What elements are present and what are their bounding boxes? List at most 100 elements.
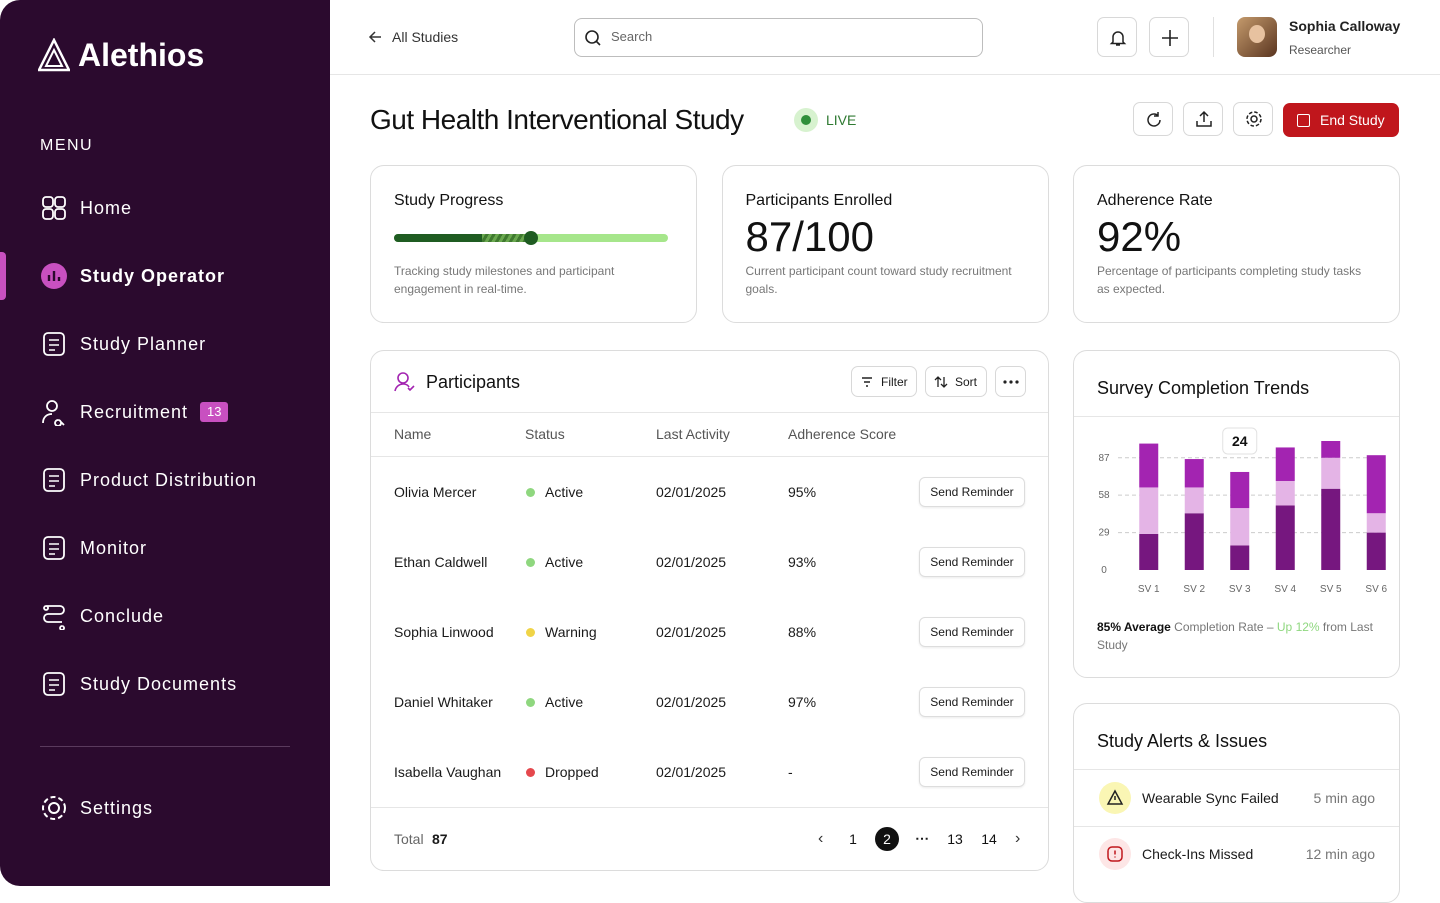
nav-item[interactable]: Recruitment: [80, 402, 189, 422]
icon-shape: [47, 271, 61, 281]
nav-icon: [42, 196, 66, 220]
header-divider: [330, 74, 1440, 75]
bar-segment: [1230, 508, 1250, 546]
card-description: Current participant count toward study r…: [745, 264, 1012, 296]
nav-badge: 13: [200, 402, 229, 422]
card-title: Adherence Rate: [1097, 192, 1213, 209]
bar-segment: [1184, 459, 1204, 488]
nav-item[interactable]: Study Operator: [80, 266, 226, 286]
alert-time: 5 min ago: [1313, 790, 1375, 806]
icon-shape: [49, 475, 59, 487]
notifications-button[interactable]: [1097, 17, 1137, 57]
bar-segment: [1275, 447, 1295, 481]
send-reminder-label: Send Reminder: [930, 485, 1014, 499]
participant-status: Active: [545, 484, 584, 500]
nav-icon: [43, 605, 65, 630]
bar-segment: [1275, 480, 1295, 506]
participant-name: Olivia Mercer: [394, 484, 477, 500]
participant-name: Ethan Caldwell: [394, 554, 488, 570]
adherence-score: 97%: [788, 694, 817, 710]
send-reminder-button[interactable]: Send Reminder: [919, 687, 1025, 717]
adherence-score: 93%: [788, 554, 817, 570]
participant-status: Warning: [545, 624, 597, 640]
study-title: Gut Health Interventional Study: [370, 104, 744, 135]
icon-shape: [54, 196, 66, 208]
page-number[interactable]: 13: [947, 831, 963, 847]
nav-settings[interactable]: Settings: [80, 798, 154, 818]
card-value: 87/100: [745, 213, 874, 260]
next-page[interactable]: ›: [1015, 830, 1021, 847]
more-button[interactable]: [995, 366, 1026, 397]
last-activity: 02/01/2025: [656, 554, 727, 570]
refresh-button[interactable]: [1133, 102, 1173, 136]
alerts-panel: Study Alerts & Issues Wearable Sync Fail…: [1073, 703, 1400, 903]
bar-segment: [1321, 457, 1341, 489]
column-header: Status: [525, 426, 565, 442]
current-page[interactable]: 2: [883, 831, 891, 847]
page-number[interactable]: 1: [849, 831, 857, 847]
nav-icon: [43, 332, 65, 356]
adherence-score: -: [788, 764, 793, 780]
sort-button[interactable]: Sort: [925, 366, 987, 397]
last-activity: 02/01/2025: [656, 764, 727, 780]
search-box[interactable]: Search: [574, 18, 983, 57]
participants-panel: Participants Filter Sort Name Status Last …: [370, 350, 1049, 871]
end-study-button[interactable]: End Study: [1283, 103, 1399, 137]
page-ellipsis[interactable]: ⋯: [915, 830, 929, 846]
settings-button[interactable]: [1233, 102, 1273, 136]
nav-item[interactable]: Conclude: [80, 606, 165, 626]
card-value: 92%: [1097, 213, 1182, 260]
x-tick-label: SV 1: [1138, 584, 1160, 595]
logo-icon: [38, 38, 70, 72]
card-description: Tracking study milestones and participan…: [394, 264, 615, 296]
export-button[interactable]: [1183, 102, 1223, 136]
nav-item[interactable]: Product Distribution: [80, 470, 258, 490]
divider: [1074, 826, 1399, 827]
user-role: Researcher: [1289, 43, 1352, 57]
send-reminder-button[interactable]: Send Reminder: [919, 547, 1025, 577]
nav-item[interactable]: Home: [80, 198, 133, 218]
live-status: LIVE: [826, 112, 857, 128]
prev-page[interactable]: ‹: [818, 830, 824, 847]
add-button[interactable]: [1149, 17, 1189, 57]
page-number[interactable]: 14: [981, 831, 997, 847]
back-icon[interactable]: [367, 30, 383, 44]
avatar[interactable]: [1237, 17, 1277, 57]
last-activity: 02/01/2025: [656, 624, 727, 640]
alert-text: Check-Ins Missed: [1142, 846, 1254, 862]
chart-footer: 85% Average Completion Rate – Up 12% fro…: [1097, 618, 1377, 654]
card-title: Participants Enrolled: [745, 192, 893, 209]
y-tick-label: 58: [1098, 490, 1110, 501]
participant-name: Isabella Vaughan: [394, 764, 502, 780]
send-reminder-button[interactable]: Send Reminder: [919, 757, 1025, 787]
sidebar: Alethios MENU Settings Home Study Operato…: [0, 0, 330, 886]
icon-shape: [42, 196, 54, 208]
nav-item[interactable]: Monitor: [80, 538, 148, 558]
bar-segment: [1366, 455, 1386, 514]
nav-item[interactable]: Study Planner: [80, 334, 207, 354]
stat-card: Participants Enrolled 87/100 Current parti…: [721, 165, 1049, 323]
send-reminder-label: Send Reminder: [930, 625, 1014, 639]
icon-shape: [49, 339, 59, 351]
footer-text: 85% Average: [1097, 620, 1171, 634]
current-page-circle: [875, 827, 899, 851]
card-description: Percentage of participants completing st…: [1097, 264, 1362, 296]
nav-icon: [41, 263, 67, 289]
icon-shape: [43, 672, 65, 696]
bar-segment: [1321, 441, 1341, 458]
filter-button[interactable]: Filter: [851, 366, 917, 397]
icon-shape: [46, 400, 58, 412]
user-name: Sophia Calloway: [1289, 18, 1401, 34]
filter-label: Filter: [881, 375, 908, 389]
send-reminder-button[interactable]: Send Reminder: [919, 477, 1025, 507]
alert-text: Wearable Sync Failed: [1142, 790, 1279, 806]
stat-card: Study Progress Tracking study milestones …: [370, 165, 697, 323]
send-reminder-label: Send Reminder: [930, 765, 1014, 779]
send-reminder-button[interactable]: Send Reminder: [919, 617, 1025, 647]
back-link[interactable]: All Studies: [392, 29, 459, 45]
progress-active: [481, 234, 531, 242]
nav-item[interactable]: Study Documents: [80, 674, 238, 694]
bar-segment: [1366, 532, 1386, 570]
column-header: Last Activity: [656, 426, 730, 442]
bar-segment: [1275, 505, 1295, 570]
